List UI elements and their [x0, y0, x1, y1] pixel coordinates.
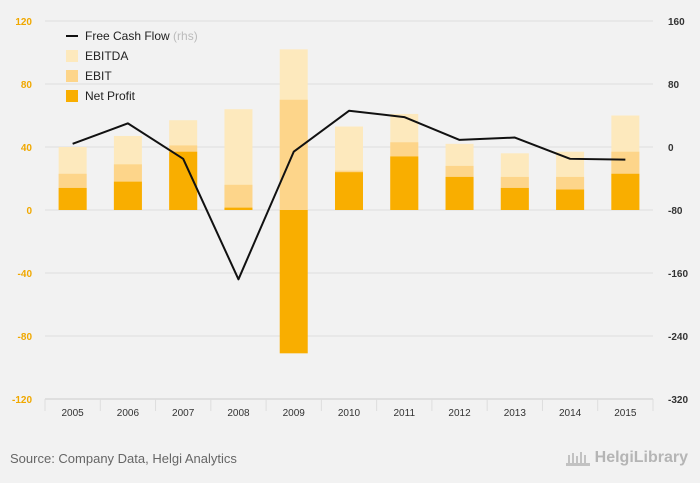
- fcf-line-layer: [72, 109, 626, 281]
- library-icon: [565, 452, 590, 466]
- bar-net-profit: [500, 187, 529, 210]
- y-right-tick-label: -160: [668, 269, 688, 280]
- bar-net-profit: [113, 181, 142, 210]
- y-left-tick-label: 120: [15, 17, 32, 28]
- x-tick-label: 2015: [614, 408, 637, 419]
- y-right-tick-label: 80: [668, 80, 680, 91]
- source-note: Source: Company Data, Helgi Analytics: [10, 451, 237, 466]
- x-tick-label: 2007: [172, 408, 195, 419]
- legend-label-fcf: Free Cash Flow (rhs): [85, 29, 198, 43]
- x-tick-label: 2012: [448, 408, 471, 419]
- legend-label: EBIT: [85, 69, 112, 83]
- bar-net-profit: [611, 173, 640, 210]
- legend-item-ebitda: EBITDA: [66, 49, 128, 63]
- x-tick-label: 2009: [283, 408, 306, 419]
- legend-label: Net Profit: [85, 89, 136, 103]
- legend: Free Cash Flow (rhs) EBITDA EBIT Net Profit: [66, 29, 198, 103]
- x-tick-label: 2011: [394, 408, 416, 419]
- x-tick-label: 2005: [62, 408, 85, 419]
- y-right-tick-label: -240: [668, 332, 688, 343]
- y-left-tick-label: 80: [21, 80, 33, 91]
- fcf-line: [72, 109, 626, 281]
- y-right-tick-label: -80: [668, 206, 683, 217]
- bar-net-profit: [335, 172, 363, 210]
- bar-ebit: [279, 99, 308, 210]
- legend-label: EBITDA: [85, 49, 128, 63]
- y-right-tick-label: 160: [668, 17, 685, 28]
- y-left-tick-label: -40: [18, 269, 33, 280]
- x-tick-label: 2006: [117, 408, 140, 419]
- legend-rhs-suffix: (rhs): [173, 29, 198, 43]
- legend-item-fcf: Free Cash Flow (rhs): [66, 29, 198, 43]
- bar-net-profit: [224, 207, 253, 210]
- legend-swatch: [66, 50, 78, 62]
- x-tick-label: 2014: [559, 408, 582, 419]
- chart: 120 80 40 0 -40 -80 -120 160 80 0 -80 -160 -240 -320 2…: [12, 17, 688, 419]
- bar-net-profit: [556, 189, 585, 210]
- axes: 120 80 40 0 -40 -80 -120 160 80 0 -80 -160 -240 -320 2…: [12, 17, 688, 419]
- bars: [58, 49, 640, 354]
- brand-name: HelgiLibrary: [594, 449, 688, 466]
- brand-logo: HelgiLibrary: [565, 448, 688, 468]
- legend-item-ebit: EBIT: [66, 69, 112, 83]
- y-left-tick-label: 0: [26, 206, 32, 217]
- x-tick-label: 2013: [504, 408, 527, 419]
- y-left-tick-label: -80: [18, 332, 33, 343]
- footer: Source: Company Data, Helgi Analytics He…: [0, 440, 700, 483]
- bar-net-profit: [279, 210, 308, 354]
- bar-net-profit: [445, 176, 474, 210]
- x-tick-label: 2008: [227, 408, 250, 419]
- y-left-tick-label: -120: [12, 395, 32, 406]
- legend-swatch: [66, 70, 78, 82]
- bar-ebit: [224, 184, 253, 210]
- bar-net-profit: [390, 156, 419, 210]
- x-tick-label: 2010: [338, 408, 361, 419]
- y-right-tick-label: 0: [668, 143, 674, 154]
- legend-swatch: [66, 90, 78, 102]
- legend-item-net-profit: Net Profit: [66, 89, 136, 103]
- y-left-tick-label: 40: [21, 143, 33, 154]
- bar-net-profit: [58, 187, 87, 210]
- y-right-tick-label: -320: [668, 395, 688, 406]
